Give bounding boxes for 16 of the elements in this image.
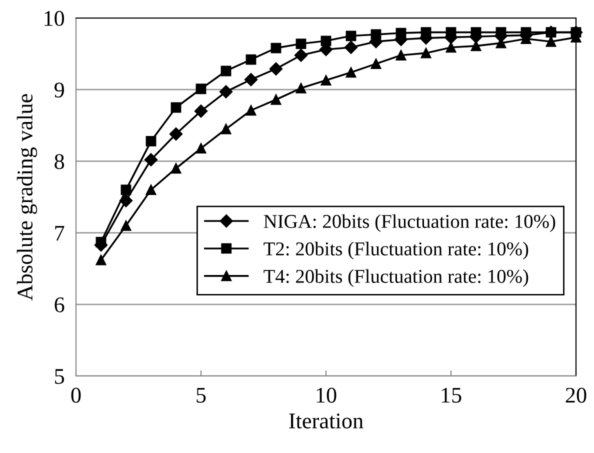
x-tick-label: 0	[71, 388, 81, 403]
y-axis-title: Absolute grading value	[16, 94, 38, 300]
x-tick-label: 20	[566, 388, 586, 403]
y-tick-label: 6	[54, 297, 64, 312]
legend-label: NIGA: 20bits (Fluctuation rate: 10%)	[264, 214, 556, 232]
y-tick-label: 5	[55, 369, 64, 384]
y-tick-label: 10	[44, 10, 64, 26]
y-tick-label: 8	[54, 154, 64, 170]
x-axis-title: Iteration	[289, 414, 364, 428]
legend-label: T4: 20bits (Fluctuation rate: 10%)	[264, 269, 528, 287]
y-tick-label: 7	[55, 226, 64, 241]
x-tick-label: 15	[442, 388, 462, 403]
y-tick-label: 9	[54, 82, 64, 98]
legend-label: T2: 20bits (Fluctuation rate: 10%)	[264, 242, 528, 260]
x-tick-label: 10	[316, 388, 336, 403]
x-tick-label: 5	[196, 388, 206, 403]
